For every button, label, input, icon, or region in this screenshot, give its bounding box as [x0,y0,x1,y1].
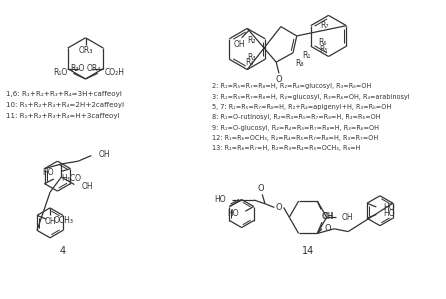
Text: R₄: R₄ [245,58,253,67]
Text: R₅: R₅ [320,45,328,54]
Text: 13: R₁=R₆=R₇=H, R₂=R₃=R₄=R₅=OCH₃, R₈=H: 13: R₁=R₆=R₇=H, R₂=R₃=R₄=R₅=OCH₃, R₈=H [212,145,360,151]
Text: OH: OH [234,40,246,49]
Text: 8: R₁=O-rutinosyl, R₂=R₄=R₅=R₇=R₈=H, R₃=R₆=OH: 8: R₁=O-rutinosyl, R₂=R₄=R₅=R₇=R₈=H, R₃=… [212,114,380,120]
Text: OH: OH [99,150,110,159]
Text: O: O [324,224,331,233]
Text: 3: R₁=R₅=R₇=R₈=H, R₂=glucosyl, R₃=R₆=OH, R₄=arabinosyl: 3: R₁=R₅=R₇=R₈=H, R₂=glucosyl, R₃=R₆=OH,… [212,94,409,100]
Text: OR₄: OR₄ [87,64,101,73]
Text: OCH₃: OCH₃ [54,216,74,225]
Text: 10: R₁+R₂+R₃+R₄=2H+2caffeoyl: 10: R₁+R₂+R₃+R₄=2H+2caffeoyl [6,102,124,108]
Text: HO: HO [42,168,54,177]
Text: OR₃: OR₃ [78,46,93,55]
Text: R₂: R₂ [247,36,256,45]
Text: HO: HO [383,209,395,218]
Text: 4: 4 [59,246,65,256]
Text: OH: OH [342,213,353,222]
Text: HO: HO [227,209,239,218]
Text: R₁O: R₁O [54,68,68,77]
Text: 1,6: R₁+R₂+R₃+R₄=3H+caffeoyl: 1,6: R₁+R₂+R₃+R₄=3H+caffeoyl [6,91,122,97]
Text: O: O [276,203,282,212]
Text: OH: OH [323,212,334,221]
Text: R₇: R₇ [320,21,328,30]
Text: 5, 7: R₁=R₅=R₇=R₈=H, R₂+R₄=apigenyl+H, R₃=R₆=OH: 5, 7: R₁=R₅=R₇=R₈=H, R₂+R₄=apigenyl+H, R… [212,104,391,110]
Text: R₆: R₆ [318,38,327,47]
Text: OH: OH [82,182,94,191]
Text: O: O [258,184,264,193]
Text: OH: OH [322,211,334,221]
Text: 12: R₁=R₆=OCH₃, R₂=R₄=R₅=R₇=R₈=H, R₃=R₇=OH: 12: R₁=R₆=OCH₃, R₂=R₄=R₅=R₇=R₈=H, R₃=R₇=… [212,135,378,141]
Text: OH: OH [44,217,56,226]
Text: HO: HO [383,203,395,212]
Text: CO₂H: CO₂H [104,68,124,77]
Text: 11: R₁+R₂+R₃+R₄=H+3caffeoyl: 11: R₁+R₂+R₃+R₄=H+3caffeoyl [6,113,120,119]
Text: 14: 14 [302,246,314,256]
Text: H₃CO: H₃CO [62,173,81,182]
Text: R₂O: R₂O [70,64,85,73]
Text: 2: R₁=R₅=R₇=R₈=H, R₂=R₄=glucosyl, R₃=R₆=OH: 2: R₁=R₅=R₇=R₈=H, R₂=R₄=glucosyl, R₃=R₆=… [212,83,371,89]
Text: HO: HO [214,195,226,204]
Text: R₃: R₃ [247,53,256,62]
Text: R₈: R₈ [295,60,303,68]
Text: R₁: R₁ [302,51,311,60]
Text: O: O [276,75,282,84]
Text: 9: R₁=O-glucosyl, R₂=R₄=R₅=R₇=R₈=H, R₃=R₆=OH: 9: R₁=O-glucosyl, R₂=R₄=R₅=R₇=R₈=H, R₃=R… [212,125,379,131]
